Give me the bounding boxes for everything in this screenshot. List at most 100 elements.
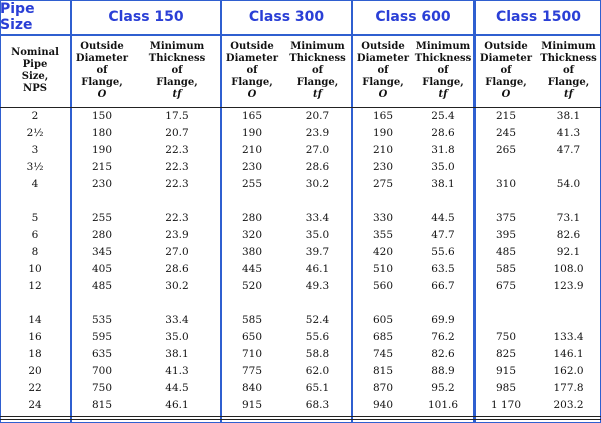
header-class-1500: Class 1500 — [495, 9, 582, 25]
cell-c600-od: 745 — [372, 348, 394, 360]
cell-c600-od: 560 — [372, 280, 394, 292]
cell-c150-t: 23.9 — [165, 229, 189, 241]
cell-nps: 20 — [28, 365, 42, 377]
cell-nps: 8 — [31, 246, 39, 258]
cell-c1500-od — [476, 159, 536, 176]
cell-c600-od: 605 — [372, 314, 394, 326]
table-row: 12 485 30.2 520 49.3 560 66.7 675 123.9 — [0, 278, 601, 295]
cell-c600-od: 870 — [372, 382, 394, 394]
cell-c1500-od: 750 — [495, 331, 517, 343]
cell-c300-t: 23.9 — [305, 127, 330, 139]
subheader-outside-diameter: Outside Diameter of Flange, O — [479, 41, 533, 100]
cell-c600-t: 63.5 — [431, 263, 455, 275]
subheader-nominal: Nominal Pipe Size, NPS — [11, 47, 59, 94]
subheader-min-thickness: Minimum Thickness of Flange, tf — [289, 41, 346, 100]
cell-c600-t: 44.5 — [431, 212, 455, 224]
cell-c150-od: 215 — [91, 161, 113, 173]
cell-c300-t: 35.0 — [305, 229, 330, 241]
cell-c150-t: 20.7 — [165, 127, 189, 139]
table-row: 2 150 17.5 165 20.7 165 25.4 215 38.1 — [0, 108, 601, 125]
cell-c150-t: 30.2 — [165, 280, 189, 292]
cell-c150-od: 190 — [91, 144, 113, 156]
cell-nps: 14 — [28, 314, 42, 326]
cell-c300-t: 20.7 — [305, 110, 330, 122]
header-class-300: Class 300 — [248, 9, 325, 25]
cell-c1500-t: 203.2 — [553, 399, 584, 411]
cell-c300-od: 380 — [241, 246, 263, 258]
cell-c1500-od — [476, 312, 536, 329]
cell-c1500-od: 395 — [495, 229, 517, 241]
table-row: 24 815 46.1 915 68.3 940 101.6 1 170 203.2 — [0, 397, 601, 414]
cell-c1500-t: 108.0 — [553, 263, 584, 275]
cell-c600-t: 55.6 — [431, 246, 455, 258]
cell-c600-t: 38.1 — [431, 178, 455, 190]
cell-c600-t: 88.9 — [431, 365, 455, 377]
subheader-outside-diameter: Outside Diameter of Flange, O — [225, 41, 279, 100]
cell-c300-t: 55.6 — [305, 331, 330, 343]
cell-c600-t: 35.0 — [431, 161, 455, 173]
cell-c150-t: 27.0 — [165, 246, 189, 258]
cell-c150-t: 22.3 — [165, 178, 189, 190]
cell-c300-od: 280 — [241, 212, 263, 224]
cell-c300-od: 255 — [241, 178, 263, 190]
cell-c300-t: 30.2 — [305, 178, 330, 190]
subheader-min-thickness: Minimum Thickness of Flange, tf — [414, 41, 472, 100]
header-class-150: Class 150 — [108, 9, 184, 25]
cell-c300-od: 915 — [241, 399, 263, 411]
cell-c150-od: 405 — [91, 263, 113, 275]
cell-c300-od: 320 — [241, 229, 263, 241]
cell-c300-t: 28.6 — [305, 161, 330, 173]
header-rule — [0, 34, 601, 36]
cell-c1500-od: 985 — [495, 382, 517, 394]
cell-c600-od: 685 — [372, 331, 394, 343]
cell-c150-t: 17.5 — [165, 110, 189, 122]
cell-nps: 24 — [28, 399, 42, 411]
header-pipe-size: Pipe Size — [0, 1, 35, 33]
cell-c300-od: 520 — [241, 280, 263, 292]
table-row: 16 595 35.0 650 55.6 685 76.2 750 133.4 — [0, 329, 601, 346]
subheader-min-thickness: Minimum Thickness of Flange, tf — [148, 41, 206, 100]
cell-c600-od: 230 — [372, 161, 394, 173]
subheader-min-thickness: Minimum Thickness of Flange, tf — [540, 41, 597, 100]
cell-nps: 3½ — [26, 161, 44, 173]
cell-c600-od: 355 — [372, 229, 394, 241]
cell-c150-od: 535 — [91, 314, 113, 326]
cell-c1500-od: 585 — [495, 263, 517, 275]
cell-c1500-od: 215 — [495, 110, 517, 122]
cell-c600-t: 66.7 — [431, 280, 455, 292]
cell-c1500-t: 38.1 — [556, 110, 581, 122]
table-row: 20 700 41.3 775 62.0 815 88.9 915 162.0 — [0, 363, 601, 380]
cell-c1500-od: 245 — [495, 127, 517, 139]
cell-c600-od: 190 — [372, 127, 394, 139]
cell-c150-od: 635 — [91, 348, 113, 360]
separator — [351, 0, 353, 423]
cell-nps: 18 — [28, 348, 42, 360]
table-row: 3½ 215 22.3 230 28.6 230 35.0 — [0, 159, 601, 176]
cell-nps: 4 — [31, 178, 39, 190]
cell-c600-t: 31.8 — [431, 144, 455, 156]
separator — [473, 0, 476, 423]
bottom-rule — [0, 416, 601, 417]
cell-c1500-od: 485 — [495, 246, 517, 258]
cell-c300-od: 775 — [241, 365, 263, 377]
cell-c1500-od: 675 — [495, 280, 517, 292]
cell-c600-od: 815 — [372, 365, 394, 377]
cell-c300-od: 230 — [241, 161, 263, 173]
table-row: 14 535 33.4 585 52.4 605 69.9 — [0, 312, 601, 329]
table-row: 10 405 28.6 445 46.1 510 63.5 585 108.0 — [0, 261, 601, 278]
cell-c300-t: 68.3 — [305, 399, 330, 411]
cell-c150-od: 180 — [91, 127, 113, 139]
table-row: 22 750 44.5 840 65.1 870 95.2 985 177.8 — [0, 380, 601, 397]
cell-c1500-t: 54.0 — [556, 178, 581, 190]
table-row: 4 230 22.3 255 30.2 275 38.1 310 54.0 — [0, 176, 601, 193]
cell-nps: 10 — [28, 263, 42, 275]
cell-c600-t: 101.6 — [427, 399, 459, 411]
cell-c300-od: 650 — [241, 331, 263, 343]
cell-c1500-t: 92.1 — [556, 246, 581, 258]
cell-c1500-t — [536, 312, 601, 329]
cell-c150-t: 38.1 — [165, 348, 189, 360]
header-class-600: Class 600 — [375, 9, 451, 25]
cell-c150-od: 750 — [91, 382, 113, 394]
cell-nps: 22 — [28, 382, 42, 394]
cell-c300-t: 27.0 — [305, 144, 330, 156]
